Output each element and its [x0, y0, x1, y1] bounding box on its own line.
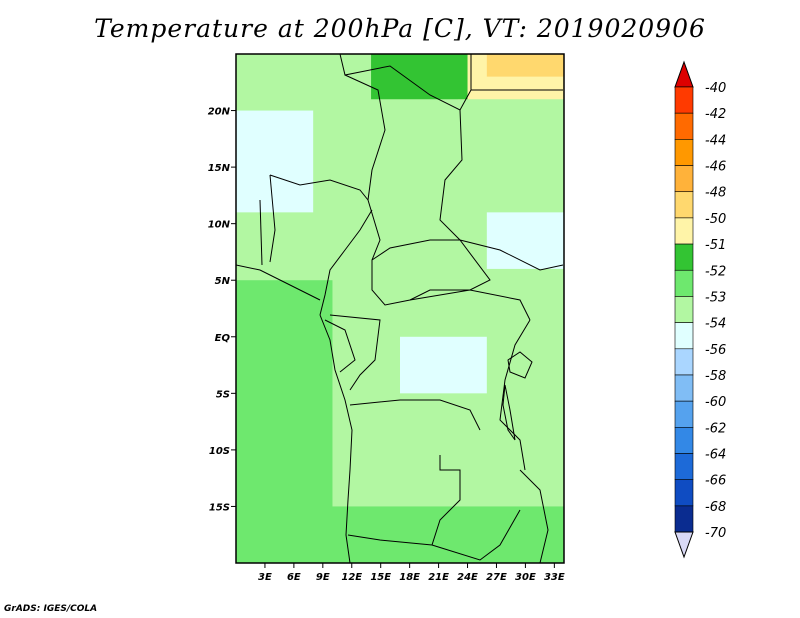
colorbar-segment	[674, 86, 694, 114]
temp-region-4	[236, 110, 314, 213]
colorbar-segment	[674, 112, 694, 140]
x-tick-label: 3E	[258, 572, 272, 583]
y-tick-label: 5S	[216, 389, 230, 400]
colorbar-label: -52	[705, 264, 726, 279]
colorbar-segment	[674, 427, 694, 454]
x-tick-label: 12E	[341, 572, 362, 583]
x-tick-label: 27E	[486, 572, 507, 583]
y-tick-label: 10S	[209, 446, 230, 457]
colorbar-segment	[674, 217, 694, 245]
x-tick-label: 18E	[399, 572, 420, 583]
coastline-west	[319, 314, 353, 563]
colorbar-label: -62	[705, 421, 726, 436]
colorbar-segment	[674, 505, 694, 533]
colorbar-segment	[674, 191, 694, 219]
colorbar-label: -70	[705, 526, 726, 541]
colorbar-segment	[674, 269, 694, 297]
lake-tanganyika	[502, 384, 516, 441]
y-tick-label: 5N	[215, 276, 231, 287]
border-angola-zambia	[431, 455, 461, 546]
colorbar-label: -44	[705, 133, 726, 148]
border-niger-nigeria	[269, 174, 369, 201]
y-axis: 20N 15N 10N 5N EQ 5S 10S 15S	[208, 107, 236, 513]
border-niger-chad	[344, 74, 386, 261]
colorbar-label: -42	[705, 107, 726, 122]
colorbar-segment	[674, 479, 694, 507]
colorbar-label: -56	[705, 343, 726, 358]
colorbar-label: -51	[705, 238, 726, 253]
colorbar-segment	[674, 322, 694, 350]
colorbar-segment	[674, 374, 694, 402]
colorbar-label: -60	[705, 395, 726, 410]
colorbar-min-arrow	[674, 531, 694, 559]
colorbar-segment	[674, 296, 694, 323]
border-angola-drc	[349, 399, 481, 431]
temp-region-8	[236, 280, 333, 563]
colorbar-label: -46	[705, 160, 726, 175]
colorbar-label: -48	[705, 186, 726, 201]
temp-region-3	[371, 54, 468, 100]
border-drc-southsudan	[409, 289, 531, 321]
x-tick-label: 30E	[515, 572, 536, 583]
border-nigeria-cameroon	[319, 209, 373, 316]
colorbar-label: -40	[705, 81, 726, 96]
colorbar-label: -50	[705, 212, 726, 227]
x-tick-label: 24E	[457, 572, 478, 583]
border-zambia-zimbabwe	[431, 509, 521, 561]
border-libya-chad	[339, 54, 472, 111]
country-borders	[236, 54, 564, 563]
border-gabon	[324, 319, 356, 373]
colorbar-segment	[674, 348, 694, 376]
temperature-field	[236, 54, 564, 563]
border-angola-namibia	[347, 534, 433, 546]
x-tick-label: 6E	[287, 572, 301, 583]
border-sudan-southsudan	[459, 239, 564, 271]
temp-region-5	[486, 212, 564, 269]
colorbar-label: -53	[705, 290, 726, 305]
colorbar-max-arrow	[674, 60, 694, 88]
x-tick-label: 15E	[370, 572, 391, 583]
colorbar-segment	[674, 165, 694, 193]
colorbar-label: -68	[705, 500, 726, 515]
temp-region-6	[400, 336, 487, 394]
y-tick-label: 15N	[208, 163, 231, 174]
y-tick-label: 15S	[209, 502, 230, 513]
y-tick-label: 20N	[208, 107, 231, 118]
grads-credit: GrADS: IGES/COLA	[4, 604, 98, 614]
temp-region-2	[486, 54, 564, 77]
border-congo-drc	[329, 314, 381, 391]
colorbar-segment	[674, 400, 694, 428]
lake-victoria	[507, 351, 533, 379]
chart-title: Temperature at 200hPa [C], VT: 201902090…	[94, 14, 706, 43]
y-tick-label: 10N	[208, 220, 231, 231]
colorbar: -40 -42 -44 -46 -48 -50 -51 -52 -53 -54 -56 -58 -60 -…	[674, 60, 726, 559]
colorbar-segment	[674, 243, 694, 271]
border-nigeria-benin	[269, 174, 276, 263]
border-drc-east	[499, 319, 531, 471]
border-benin-togo	[259, 199, 263, 266]
x-tick-label: 33E	[544, 572, 565, 583]
colorbar-segment	[674, 453, 694, 480]
colorbar-segment	[674, 139, 694, 166]
border-westafrica	[236, 264, 321, 301]
x-axis: 3E 6E 9E 12E 15E 18E 21E 24E 27E 30E 33E	[258, 563, 565, 583]
y-tick-label: EQ	[215, 333, 231, 344]
border-malawi	[519, 469, 549, 563]
x-tick-label: 9E	[316, 572, 330, 583]
colorbar-label: -58	[705, 369, 726, 384]
colorbar-label: -54	[705, 317, 726, 332]
colorbar-label: -66	[705, 474, 726, 489]
border-chad-sudan	[439, 109, 463, 241]
plot-frame	[235, 53, 565, 564]
colorbar-label: -64	[705, 448, 726, 463]
x-tick-label: 21E	[428, 572, 449, 583]
